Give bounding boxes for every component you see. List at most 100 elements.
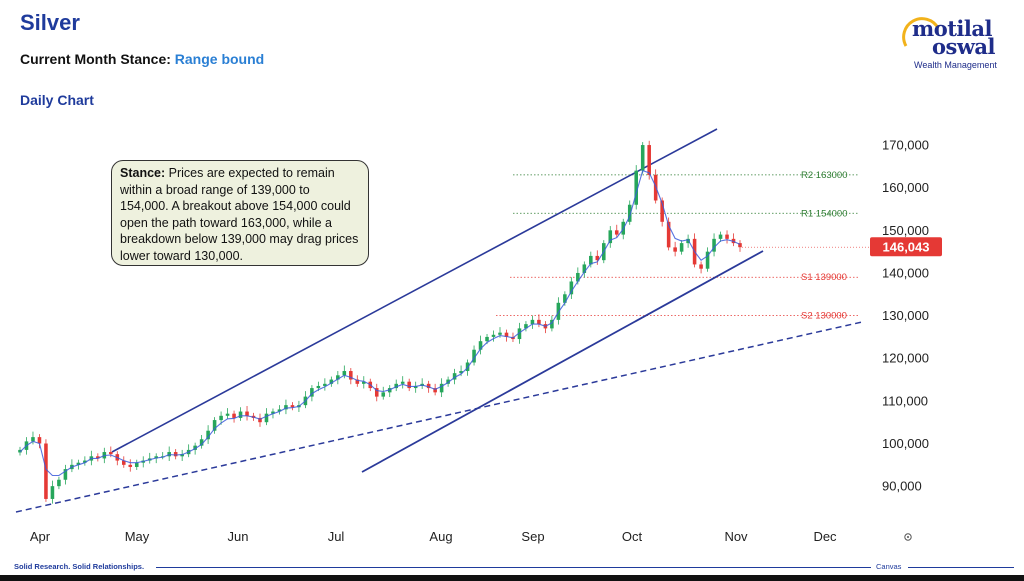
candle-body [258, 417, 262, 423]
candle-body [264, 413, 269, 423]
footer-tagline: Solid Research. Solid Relationships. [14, 562, 145, 571]
candle-body [290, 405, 295, 408]
candle-body [576, 272, 580, 282]
footer-rule-right [908, 567, 1014, 568]
y-tick-label: 120,000 [882, 351, 929, 366]
candle-body [614, 230, 619, 235]
logo-word-1: motilal [912, 16, 992, 41]
candle-body [524, 324, 528, 329]
candle-body [595, 255, 600, 261]
y-tick-label: 130,000 [882, 308, 929, 323]
candle-body [569, 281, 574, 295]
long-term-support-dashed [15, 321, 863, 513]
candle-body [452, 373, 457, 380]
candle-body [63, 469, 68, 480]
candle-body [608, 230, 613, 244]
channel-upper-trendline [111, 128, 718, 453]
candle-body [439, 383, 444, 393]
candle-body [673, 247, 677, 252]
candle-body [394, 383, 398, 389]
chart-subtitle: Daily Chart [20, 92, 94, 108]
candle-body [362, 381, 366, 384]
candle-body [478, 341, 483, 350]
candle-body [686, 238, 690, 244]
brand-logo: motilal oswal Wealth Management [888, 14, 1016, 74]
candle-body [128, 464, 133, 467]
candle-body [238, 411, 243, 418]
candle-body [705, 251, 710, 269]
moving-average-line [19, 169, 741, 477]
candle-body [517, 328, 522, 340]
candle-body [173, 452, 178, 457]
candle-body [504, 332, 509, 337]
candle-body [37, 437, 42, 444]
footer-brand: Canvas [876, 562, 902, 571]
x-tick-label: Jul [328, 529, 345, 544]
candle-body [284, 405, 288, 410]
candle-body [498, 332, 502, 335]
candle-body [433, 388, 437, 393]
candle-body [640, 145, 645, 171]
y-tick-label: 170,000 [882, 138, 929, 153]
candle-body [50, 486, 55, 499]
candle-body [310, 388, 314, 397]
candle-body [374, 388, 379, 397]
last-price-tag [870, 237, 942, 257]
candle-body [109, 452, 113, 455]
candle-body [699, 264, 703, 269]
level-label-s1: S1 139000 [801, 272, 847, 283]
candle-body [154, 456, 158, 459]
candle-body [193, 445, 197, 450]
candle-body [225, 413, 230, 416]
level-label-r2: R2 163000 [801, 170, 847, 181]
x-tick-label: Sep [521, 529, 544, 544]
candle-body [271, 411, 275, 414]
bottom-bar [0, 575, 1024, 581]
candle-body [634, 170, 638, 205]
last-price-label: 146,043 [883, 240, 930, 255]
candle-body [122, 460, 126, 465]
x-tick-label: Oct [622, 529, 643, 544]
candle-body [679, 243, 684, 252]
logo-arc-icon [902, 17, 940, 47]
logo-word-2: oswal [932, 34, 996, 59]
candle-body [232, 413, 236, 418]
settings-icon[interactable] [904, 533, 912, 541]
x-tick-label: Jun [228, 529, 249, 544]
y-tick-label: 140,000 [882, 265, 929, 280]
candle-body [666, 221, 671, 248]
candle-body [660, 200, 664, 222]
candle-body [491, 334, 496, 337]
candle-body [206, 430, 210, 440]
candle-body [563, 294, 567, 303]
logo-tagline: Wealth Management [914, 60, 997, 70]
candle-body [426, 383, 431, 389]
y-tick-label: 100,000 [882, 436, 929, 451]
candle-body [472, 349, 476, 363]
y-tick-label: 90,000 [882, 479, 922, 494]
y-tick-label: 110,000 [882, 393, 928, 408]
candle-body [725, 234, 729, 239]
candle-body [485, 336, 489, 342]
settings-icon-dot [907, 536, 909, 538]
candle-body [57, 479, 61, 487]
x-tick-label: Dec [813, 529, 837, 544]
candle-body [413, 385, 418, 389]
annotation-text: Prices are expected to remain within a b… [120, 166, 359, 263]
candle-body [199, 439, 204, 446]
candle-body [76, 462, 81, 465]
candle-body [180, 454, 184, 457]
candle-body [323, 383, 327, 386]
candle-body [329, 379, 334, 384]
candle-body [31, 437, 35, 442]
candle-body [245, 411, 249, 416]
candle-body [336, 375, 340, 380]
channel-lower-trendline [361, 250, 764, 473]
candle-body [355, 379, 360, 384]
candle-body [83, 460, 87, 463]
candle-body [738, 243, 742, 248]
stance-label: Current Month Stance: [20, 51, 171, 67]
candle-body [96, 456, 100, 459]
candle-body [316, 385, 321, 389]
candle-body [718, 234, 723, 239]
